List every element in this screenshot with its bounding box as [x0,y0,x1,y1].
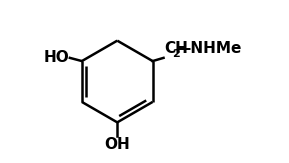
Text: —NHMe: —NHMe [175,41,241,56]
Text: CH: CH [164,41,188,56]
Text: HO: HO [43,50,69,65]
Text: OH: OH [104,137,130,152]
Text: 2: 2 [172,49,180,59]
